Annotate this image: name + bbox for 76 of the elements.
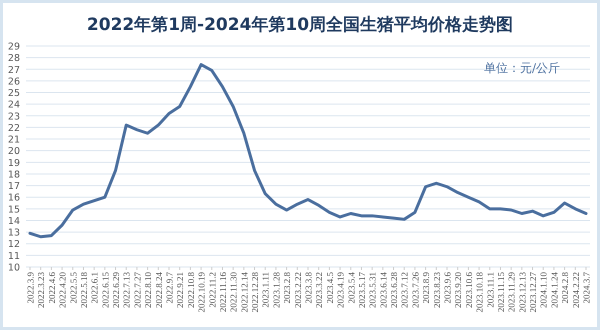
- x-tick-label: 2023.8.9: [421, 272, 432, 304]
- x-tick-label: 2022.12.28: [250, 272, 260, 312]
- x-tick-label: 2023.11.15: [496, 272, 506, 312]
- x-tick-label: 2023.3.22: [314, 272, 324, 308]
- x-tick-label: 2022.11.16: [218, 272, 228, 312]
- x-tick-label: 2024.2.8: [560, 272, 570, 304]
- y-tick-label: 18: [8, 169, 20, 180]
- x-tick-label: 2022.8.24: [154, 272, 164, 308]
- x-tick-label: 2022.6.29: [111, 272, 122, 308]
- x-tick-label: 2023.5.31: [368, 272, 378, 308]
- y-tick-label: 11: [8, 250, 20, 262]
- x-tick-label: 2022.4.6: [46, 272, 57, 304]
- x-tick-label: 2022.9.21: [175, 272, 186, 308]
- x-tick-label: 2022.3.9: [26, 272, 36, 304]
- x-tick-label: 2022.3.23: [36, 272, 46, 308]
- x-tick-label: 2023.10.18: [474, 272, 485, 312]
- x-tick-label: 2023.4.5: [324, 272, 335, 304]
- x-tick-label: 2022.10.8: [186, 272, 196, 308]
- y-tick-label: 19: [8, 158, 20, 169]
- x-tick-label: 2022.6.1: [90, 272, 100, 304]
- y-tick-label: 12: [8, 239, 20, 250]
- y-tick-label: 16: [8, 192, 20, 204]
- x-tick-label: 2022.9.7: [164, 272, 174, 304]
- y-tick-label: 21: [8, 134, 20, 146]
- chart-title: 2022年第1周-2024年第10周全国生猪平均价格走势图: [86, 15, 514, 35]
- y-tick-label: 24: [8, 100, 20, 111]
- x-tick-label: 2022.11.30: [228, 272, 239, 312]
- x-tick-label: 2023.6.28: [389, 272, 400, 308]
- x-tick-label: 2022.8.10: [143, 272, 154, 308]
- y-tick-label: 29: [8, 42, 20, 52]
- x-tick-label: 2023.9.6: [442, 272, 452, 304]
- x-tick-label: 2022.11.2: [207, 272, 218, 308]
- y-tick-label: 15: [8, 204, 20, 216]
- x-tick-label: 2022.5.18: [78, 272, 89, 308]
- x-tick-label: 2023.7.26: [410, 272, 420, 308]
- x-tick-label: 2023.11.29: [506, 272, 517, 312]
- x-tick-label: 2023.1.11: [260, 272, 271, 308]
- x-tick-label: 2022.10.19: [196, 272, 207, 312]
- x-tick-label: 2024.3.7: [582, 272, 592, 304]
- x-tick-label: 2022.5.5: [68, 272, 78, 304]
- x-tick-label: 2023.8.23: [432, 272, 442, 308]
- x-tick-label: 2024.1.24: [549, 272, 560, 308]
- x-tick-label: 2023.12.27: [528, 272, 538, 312]
- x-tick-label: 2023.10.6: [464, 272, 474, 308]
- x-tick-label: 2022.12.14: [239, 272, 250, 312]
- x-tick-label: 2023.11.1: [485, 272, 496, 308]
- x-tick-label: 2024.1.10: [538, 272, 549, 308]
- x-tick-label: 2023.9.20: [453, 272, 464, 308]
- x-tick-label: 2022.7.13: [122, 272, 132, 308]
- y-tick-label: 25: [8, 88, 20, 100]
- x-tick-label: 2023.4.19: [336, 272, 346, 308]
- y-tick-label: 23: [8, 111, 20, 122]
- x-tick-label: 2022.6.15: [100, 272, 110, 308]
- x-tick-label: 2023.2.8: [282, 272, 292, 304]
- x-tick-label: 2023.2.22: [292, 272, 303, 308]
- y-tick-label: 13: [8, 228, 20, 239]
- x-tick-label: 2023.3.8: [304, 272, 314, 304]
- x-tick-label: 2022.7.27: [132, 272, 142, 308]
- x-tick-label: 2023.6.14: [378, 272, 388, 308]
- line-series: [28, 63, 588, 238]
- x-tick-label: 2023.7.12: [400, 272, 410, 308]
- x-tick-label: 2024.2.22: [570, 272, 581, 308]
- x-tick-label: 2022.4.20: [58, 272, 68, 308]
- annotation: 单位：元/公斤: [484, 61, 560, 75]
- x-tick-label: 2023.12.13: [517, 272, 528, 312]
- x-tick-label: 2023.1.28: [271, 272, 282, 308]
- y-tick-label: 10: [8, 262, 20, 274]
- y-tick-label: 14: [8, 216, 20, 227]
- x-tick-label: 2023.5.17: [356, 272, 367, 308]
- x-tick-label: 2023.5.4: [346, 272, 356, 304]
- y-tick-label: 27: [8, 64, 20, 76]
- y-tick-label: 20: [8, 146, 20, 158]
- y-tick-label: 22: [8, 122, 20, 134]
- y-tick-label: 26: [8, 76, 20, 88]
- y-tick-label: 17: [8, 181, 20, 192]
- y-tick-label: 28: [8, 53, 20, 64]
